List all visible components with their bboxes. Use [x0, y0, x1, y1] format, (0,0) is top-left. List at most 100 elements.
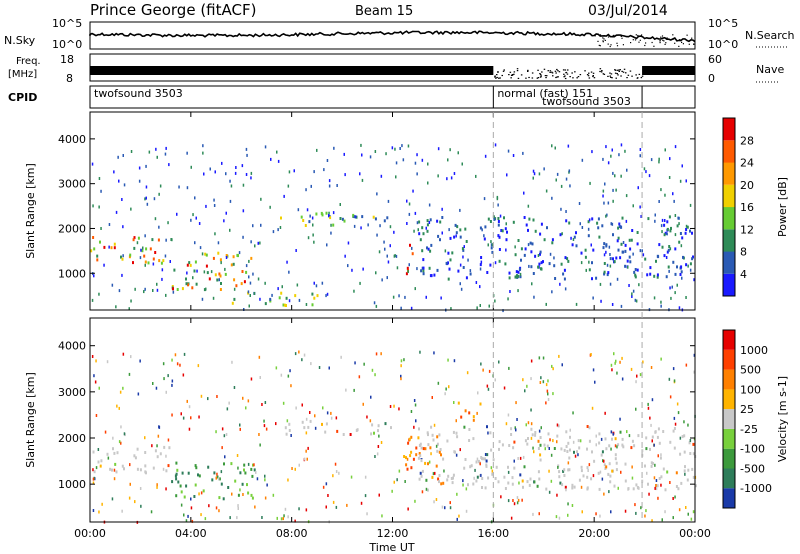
nsearch-point — [609, 45, 611, 48]
nsearch-point — [642, 36, 644, 38]
echo-cell — [568, 221, 571, 225]
echo-cell — [522, 485, 524, 489]
echo-cell — [456, 435, 459, 439]
echo-cell — [606, 273, 609, 277]
echo-cell — [460, 415, 463, 419]
echo-cell — [533, 172, 536, 176]
nave-point — [549, 70, 552, 72]
echo-cell — [497, 203, 499, 207]
echo-cell — [115, 210, 118, 214]
echo-cell — [519, 456, 522, 460]
echo-cell — [461, 162, 463, 166]
echo-cell — [636, 374, 638, 378]
nave-point — [564, 69, 567, 71]
nave-point — [510, 74, 513, 76]
echo-cell — [335, 505, 338, 509]
echo-cell — [650, 461, 653, 465]
echo-cell — [261, 403, 263, 406]
echo-cell — [584, 248, 587, 252]
echo-cell — [216, 475, 219, 479]
echo-cell — [165, 146, 167, 150]
colorbar-swatch — [723, 369, 735, 390]
echo-cell — [448, 267, 451, 271]
echo-cell — [447, 474, 450, 478]
echo-cell — [352, 213, 355, 217]
echo-cell — [325, 505, 327, 509]
echo-cell — [532, 446, 534, 450]
echo-cell — [510, 427, 513, 431]
echo-cell — [265, 427, 268, 431]
echo-cell — [456, 517, 458, 521]
echo-cell — [136, 447, 139, 451]
echo-cell — [472, 437, 475, 441]
echo-cell — [585, 268, 587, 272]
freq-top-tick: 18 — [60, 53, 74, 66]
echo-cell — [539, 232, 542, 236]
echo-cell — [580, 465, 583, 469]
nave-point — [537, 77, 540, 79]
echo-cell — [280, 517, 283, 521]
echo-cell — [445, 387, 447, 391]
echo-cell — [177, 480, 180, 484]
echo-cell — [624, 264, 627, 268]
echo-cell — [635, 511, 637, 515]
echo-cell — [412, 189, 414, 193]
echo-cell — [480, 473, 482, 477]
echo-cell — [236, 454, 239, 457]
echo-cell — [489, 431, 492, 435]
echo-cell — [517, 457, 519, 460]
nsearch-point — [604, 39, 606, 41]
echo-cell — [171, 413, 173, 417]
echo-cell — [300, 215, 303, 219]
echo-cell — [537, 439, 540, 443]
echo-cell — [408, 437, 411, 441]
echo-cell — [538, 477, 541, 481]
echo-cell — [660, 300, 662, 304]
echo-cell — [252, 463, 254, 467]
echo-cell — [621, 437, 624, 441]
echo-cell — [563, 468, 566, 472]
echo-cell — [214, 232, 216, 236]
echo-cell — [516, 418, 518, 421]
echo-cell — [370, 432, 373, 436]
power-plot-bg — [90, 112, 695, 310]
echo-cell — [424, 461, 427, 465]
echo-cell — [608, 245, 611, 249]
echo-cell — [476, 411, 478, 415]
echo-cell — [416, 221, 419, 225]
echo-cell — [121, 198, 123, 201]
nave-point — [513, 73, 515, 75]
echo-cell — [251, 474, 254, 478]
echo-cell — [465, 509, 468, 513]
echo-cell — [374, 217, 377, 221]
echo-cell — [591, 261, 593, 265]
nave-point — [556, 68, 558, 71]
echo-cell — [194, 241, 196, 245]
echo-cell — [692, 510, 695, 514]
echo-cell — [128, 307, 130, 311]
echo-cell — [508, 366, 510, 370]
echo-cell — [692, 255, 694, 259]
nave-point — [517, 77, 520, 79]
echo-cell — [311, 216, 314, 220]
echo-cell — [507, 297, 509, 301]
echo-cell — [479, 226, 482, 230]
echo-cell — [540, 222, 543, 226]
echo-cell — [567, 468, 570, 472]
echo-cell — [611, 368, 613, 372]
echo-cell — [136, 241, 139, 245]
echo-cell — [627, 265, 629, 269]
echo-cell — [459, 263, 462, 267]
echo-cell — [669, 157, 671, 161]
echo-cell — [657, 454, 659, 458]
echo-cell — [687, 468, 690, 472]
echo-cell — [683, 469, 686, 473]
echo-cell — [219, 274, 222, 278]
echo-cell — [320, 211, 323, 215]
echo-cell — [225, 211, 227, 215]
echo-cell — [611, 222, 614, 226]
echo-cell — [527, 243, 530, 247]
echo-cell — [642, 253, 645, 257]
echo-cell — [344, 173, 346, 177]
echo-cell — [580, 485, 583, 489]
